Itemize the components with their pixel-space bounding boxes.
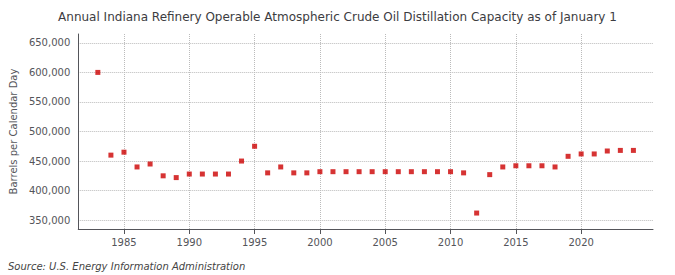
svg-text:650,000: 650,000 <box>29 37 70 48</box>
svg-text:2015: 2015 <box>503 237 528 248</box>
svg-text:450,000: 450,000 <box>29 156 70 167</box>
svg-text:1995: 1995 <box>242 237 267 248</box>
svg-text:2005: 2005 <box>372 237 397 248</box>
svg-text:Source: U.S. Energy Informatio: Source: U.S. Energy Information Administ… <box>8 261 245 272</box>
svg-text:Barrels per Calendar Day: Barrels per Calendar Day <box>8 69 19 195</box>
svg-text:1990: 1990 <box>177 237 202 248</box>
svg-text:2000: 2000 <box>307 237 332 248</box>
svg-text:500,000: 500,000 <box>29 126 70 137</box>
svg-text:550,000: 550,000 <box>29 96 70 107</box>
svg-text:Annual Indiana Refinery Operab: Annual Indiana Refinery Operable Atmosph… <box>58 10 617 24</box>
svg-text:1985: 1985 <box>111 237 136 248</box>
svg-text:2010: 2010 <box>438 237 463 248</box>
svg-text:2020: 2020 <box>568 237 593 248</box>
svg-text:350,000: 350,000 <box>29 215 70 226</box>
svg-text:600,000: 600,000 <box>29 67 70 78</box>
svg-text:400,000: 400,000 <box>29 185 70 196</box>
